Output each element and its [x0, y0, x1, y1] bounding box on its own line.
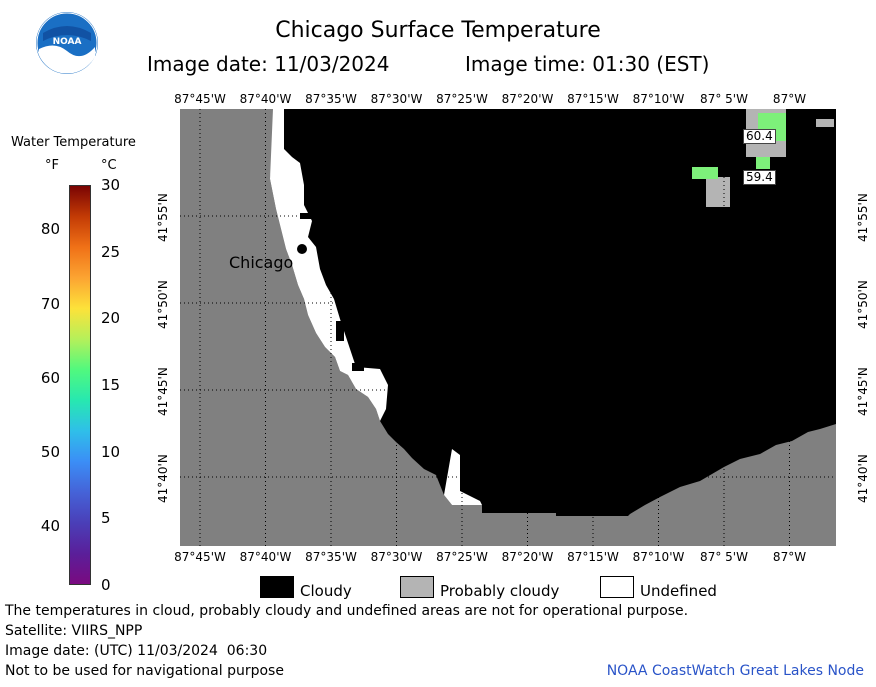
- fahrenheit-tick: 60: [40, 368, 60, 387]
- latitude-label: 41°40'N: [156, 454, 170, 503]
- latitude-label: 41°55'N: [856, 193, 870, 242]
- undefined-area: [270, 109, 388, 421]
- longitude-label: 87°30'W: [370, 550, 423, 564]
- cloudy-lake-area: [270, 109, 836, 516]
- celsius-tick: 25: [101, 242, 121, 261]
- undefined-area: [444, 449, 482, 505]
- map-grid: [180, 109, 836, 546]
- cloudy-area: [336, 321, 344, 341]
- cloudy-key-swatch: [260, 576, 294, 598]
- cloudy-area: [352, 363, 364, 371]
- map-frame: Chicago 60.4 59.4: [180, 109, 836, 546]
- longitude-label: 87°45'W: [174, 550, 226, 564]
- longitude-label: 87°45'W: [174, 92, 226, 106]
- disclaimer-text: The temperatures in cloud, probably clou…: [5, 603, 689, 619]
- utc-date-text: Image date: (UTC) 11/03/2024 06:30: [5, 643, 268, 659]
- latitude-label: 41°40'N: [856, 454, 870, 503]
- latitude-label: 41°45'N: [156, 367, 170, 416]
- page-title: Chicago Surface Temperature: [275, 18, 601, 43]
- fahrenheit-tick: 50: [40, 442, 60, 461]
- undefined-key-swatch: [600, 576, 634, 598]
- longitude-label: 87° 5'W: [700, 92, 748, 106]
- fahrenheit-tick: 80: [40, 220, 60, 239]
- longitude-label: 87°30'W: [370, 92, 423, 106]
- celsius-tick: 10: [101, 442, 121, 461]
- noaa-logo: NOAA: [35, 11, 99, 75]
- celsius-tick: 5: [101, 509, 111, 528]
- latitude-label: 41°50'N: [856, 280, 870, 329]
- image-time: Image time: 01:30 (EST): [465, 52, 710, 76]
- legend-colorbar: [69, 185, 91, 585]
- longitude-label: 87°15'W: [567, 550, 619, 564]
- fahrenheit-tick: 70: [40, 294, 60, 313]
- temperature-value-label: 59.4: [743, 170, 776, 185]
- latitude-label: 41°55'N: [156, 193, 170, 242]
- longitude-label: 87° 5'W: [700, 550, 748, 564]
- noaa-logo-icon: NOAA: [36, 12, 98, 74]
- longitude-label: 87°15'W: [567, 92, 619, 106]
- satellite-text: Satellite: VIIRS_NPP: [5, 623, 143, 639]
- water-temperature-patch: [756, 157, 770, 169]
- latitude-label: 41°45'N: [856, 367, 870, 416]
- longitude-label: 87°W: [772, 550, 807, 564]
- longitude-label: 87°10'W: [632, 550, 685, 564]
- map-svg: [180, 109, 836, 546]
- cloudy-key-label: Cloudy: [300, 582, 352, 600]
- legend-unit-f: °F: [45, 158, 59, 173]
- temperature-value-label: 60.4: [743, 129, 776, 144]
- longitude-label: 87°25'W: [436, 550, 488, 564]
- longitude-label: 87°20'W: [501, 92, 554, 106]
- water-temperature-patch: [692, 167, 718, 179]
- chicago-marker: [297, 244, 307, 254]
- image-date: Image date: 11/03/2024: [147, 52, 390, 76]
- navigation-warning: Not to be used for navigational purpose: [5, 663, 284, 679]
- longitude-label: 87°10'W: [632, 92, 685, 106]
- celsius-tick: 15: [101, 376, 121, 394]
- celsius-tick: 20: [101, 309, 121, 328]
- latitude-label: 41°50'N: [156, 280, 170, 329]
- city-label: Chicago: [229, 253, 294, 272]
- probably-cloudy-key-label: Probably cloudy: [440, 582, 560, 600]
- celsius-tick: 30: [101, 176, 121, 194]
- probably-cloudy-area: [816, 119, 834, 127]
- longitude-label: 87°20'W: [501, 550, 554, 564]
- legend-title: Water Temperature: [11, 135, 136, 150]
- credit-text: NOAA CoastWatch Great Lakes Node: [606, 663, 864, 679]
- logo-text: NOAA: [53, 37, 82, 47]
- longitude-label: 87°25'W: [436, 92, 488, 106]
- celsius-tick: 0: [101, 576, 111, 594]
- probably-cloudy-key-swatch: [400, 576, 434, 598]
- undefined-key-label: Undefined: [640, 582, 717, 600]
- longitude-label: 87°35'W: [305, 550, 357, 564]
- probably-cloudy-area: [706, 177, 730, 207]
- legend-unit-c: °C: [101, 158, 117, 173]
- longitude-label: 87°40'W: [239, 92, 292, 106]
- longitude-label: 87°35'W: [305, 92, 357, 106]
- fahrenheit-tick: 40: [40, 516, 60, 535]
- longitude-label: 87°40'W: [239, 550, 292, 564]
- longitude-label: 87°W: [772, 92, 807, 106]
